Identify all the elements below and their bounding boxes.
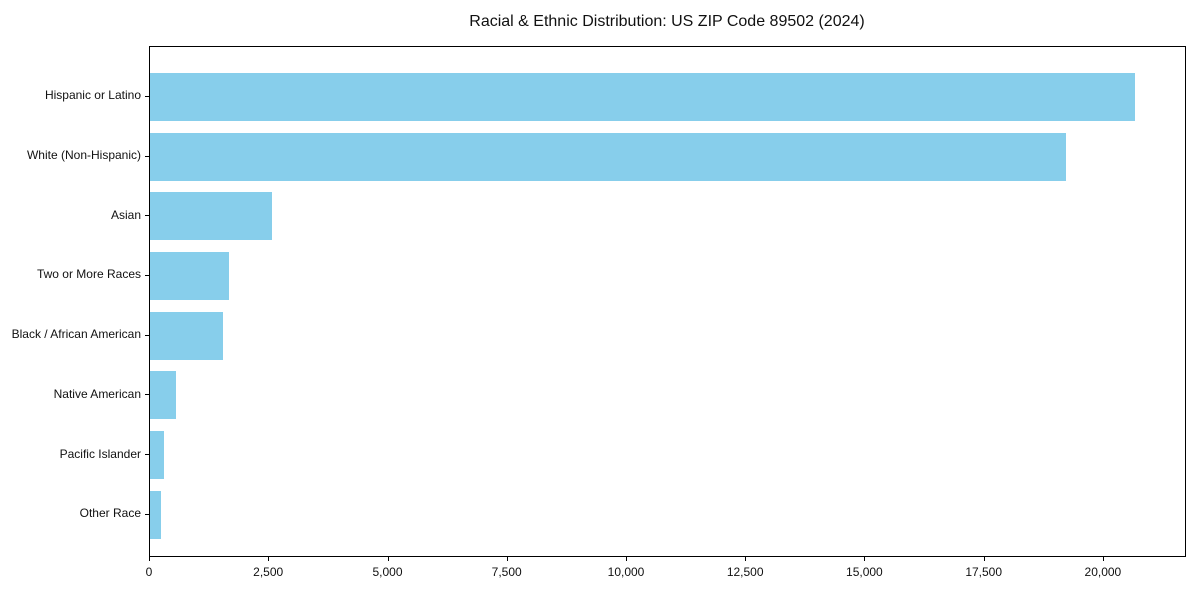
bar-5 bbox=[150, 371, 176, 420]
bar-0 bbox=[150, 72, 1135, 121]
y-tick-mark bbox=[145, 394, 149, 396]
y-tick-mark bbox=[145, 454, 149, 456]
x-tick-label: 5,000 bbox=[372, 565, 403, 579]
y-tick-mark bbox=[145, 155, 149, 157]
bar-6 bbox=[150, 431, 165, 480]
x-tick-mark bbox=[268, 557, 270, 561]
x-tick-mark bbox=[983, 557, 985, 561]
x-tick-label: 2,500 bbox=[253, 565, 284, 579]
x-tick-mark bbox=[149, 557, 150, 561]
x-tick-label: 7,500 bbox=[491, 565, 522, 579]
bar-1 bbox=[150, 132, 1066, 181]
bar-2 bbox=[150, 192, 272, 241]
x-tick-label: 17,500 bbox=[965, 565, 1003, 579]
y-tick-mark bbox=[145, 334, 149, 336]
y-tick-label: Hispanic or Latino bbox=[44, 88, 141, 103]
plot-area bbox=[149, 46, 1186, 557]
y-tick-label: Two or More Races bbox=[36, 267, 141, 282]
bar-4 bbox=[150, 311, 223, 360]
y-tick-label: Black / African American bbox=[11, 327, 141, 342]
x-tick-mark bbox=[626, 557, 627, 561]
x-tick-mark bbox=[745, 557, 747, 561]
x-tick-label: 10,000 bbox=[607, 565, 645, 579]
chart-title: Racial & Ethnic Distribution: US ZIP Cod… bbox=[469, 13, 865, 30]
y-tick-mark bbox=[145, 215, 149, 217]
y-tick-label: Native American bbox=[53, 386, 141, 401]
x-tick-mark bbox=[387, 557, 389, 561]
bar-3 bbox=[150, 251, 229, 300]
y-tick-label: Asian bbox=[110, 207, 141, 222]
x-tick-mark bbox=[1102, 557, 1104, 561]
y-tick-label: Pacific Islander bbox=[59, 446, 141, 461]
x-tick-mark bbox=[506, 557, 508, 561]
x-tick-label: 12,500 bbox=[726, 565, 764, 579]
y-tick-label: Other Race bbox=[79, 506, 141, 521]
y-tick-mark bbox=[145, 513, 149, 515]
bar-7 bbox=[150, 490, 162, 539]
y-tick-label: White (Non-Hispanic) bbox=[26, 148, 141, 163]
x-tick-mark bbox=[864, 557, 866, 561]
x-tick-label: 0 bbox=[145, 565, 153, 579]
y-tick-mark bbox=[145, 95, 149, 97]
y-tick-mark bbox=[145, 274, 149, 276]
x-tick-label: 15,000 bbox=[846, 565, 883, 579]
x-tick-label: 20,000 bbox=[1084, 565, 1122, 579]
